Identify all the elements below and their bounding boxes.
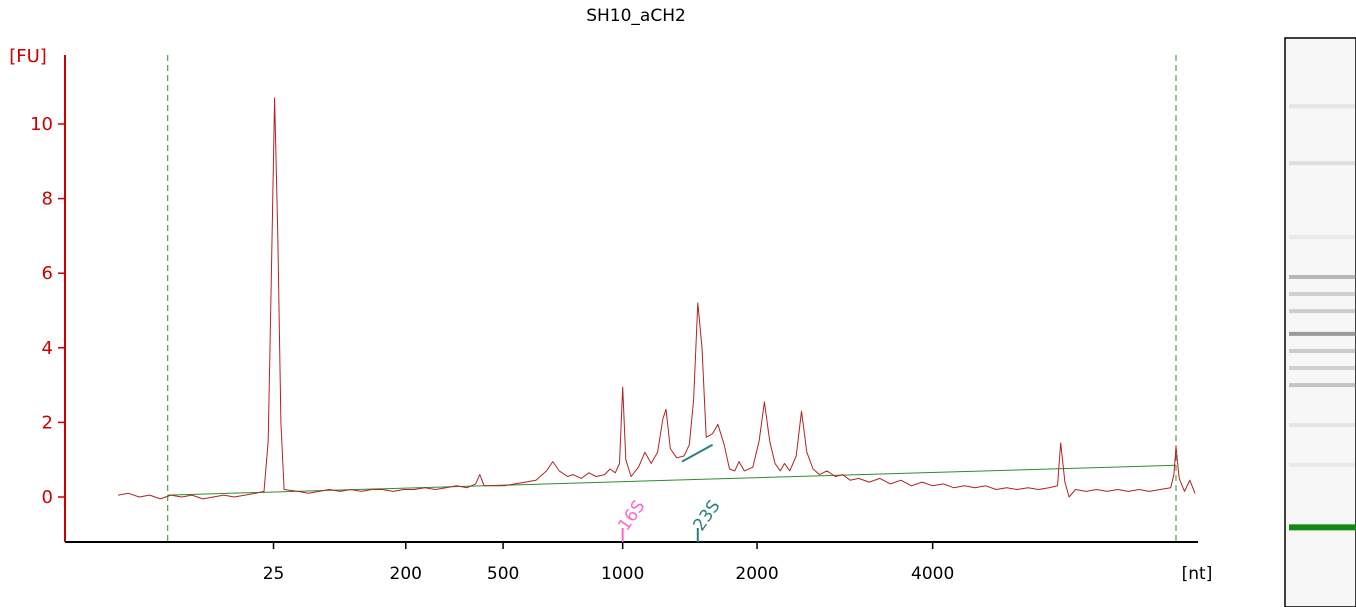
chart-title: SH10_aCH2 bbox=[586, 6, 686, 26]
marker-label: 23S bbox=[689, 497, 724, 535]
x-tick-label: 500 bbox=[487, 564, 519, 584]
y-axis: [FU] bbox=[9, 46, 66, 542]
gel-band bbox=[1289, 235, 1356, 240]
x-tick-label: 1000 bbox=[601, 564, 644, 584]
x-tick-label: 4000 bbox=[911, 564, 954, 584]
y-axis-label: [FU] bbox=[9, 46, 47, 67]
trace-series bbox=[117, 97, 1196, 500]
y-tick-label: 4 bbox=[42, 338, 53, 359]
y-tick-label: 0 bbox=[42, 487, 53, 508]
x-axis-label: [nt] bbox=[1182, 564, 1213, 584]
fragment-markers: 16S 23S bbox=[614, 497, 724, 542]
x-tick-label: 200 bbox=[390, 564, 422, 584]
y-tick-label: 6 bbox=[42, 263, 53, 284]
gel-bands bbox=[1289, 104, 1356, 531]
baseline bbox=[167, 464, 1177, 496]
gel-band bbox=[1289, 348, 1356, 353]
baseline-line bbox=[167, 464, 1177, 496]
x-tick-label: 25 bbox=[263, 564, 285, 584]
peak-fit-line bbox=[681, 443, 714, 463]
y-tick-label: 10 bbox=[30, 114, 53, 135]
gel-band bbox=[1289, 331, 1356, 336]
gel-band bbox=[1289, 462, 1356, 467]
gel-band bbox=[1289, 309, 1356, 314]
y-ticks: 0 2 4 6 8 10 bbox=[30, 114, 65, 508]
gel-band bbox=[1289, 422, 1356, 427]
gel-band bbox=[1289, 104, 1356, 109]
gel-lane-frame bbox=[1284, 37, 1356, 607]
y-tick-label: 8 bbox=[42, 189, 53, 210]
x-ticks: 25 200 500 1000 2000 4000 bbox=[263, 542, 954, 584]
boundary-lines bbox=[167, 55, 1177, 542]
gel-band bbox=[1289, 366, 1356, 371]
gel-marker-band bbox=[1289, 524, 1356, 531]
gel-band bbox=[1289, 292, 1356, 297]
x-axis: [nt] bbox=[65, 541, 1213, 584]
series-line bbox=[117, 97, 1196, 500]
gel-band bbox=[1289, 274, 1356, 279]
marker-label: 16S bbox=[614, 497, 649, 535]
x-tick-label: 2000 bbox=[735, 564, 778, 584]
gel-band bbox=[1289, 383, 1356, 388]
y-tick-label: 2 bbox=[42, 412, 53, 433]
secondary-line bbox=[681, 443, 714, 463]
gel-band bbox=[1289, 161, 1356, 166]
gel-lane bbox=[1284, 37, 1356, 607]
